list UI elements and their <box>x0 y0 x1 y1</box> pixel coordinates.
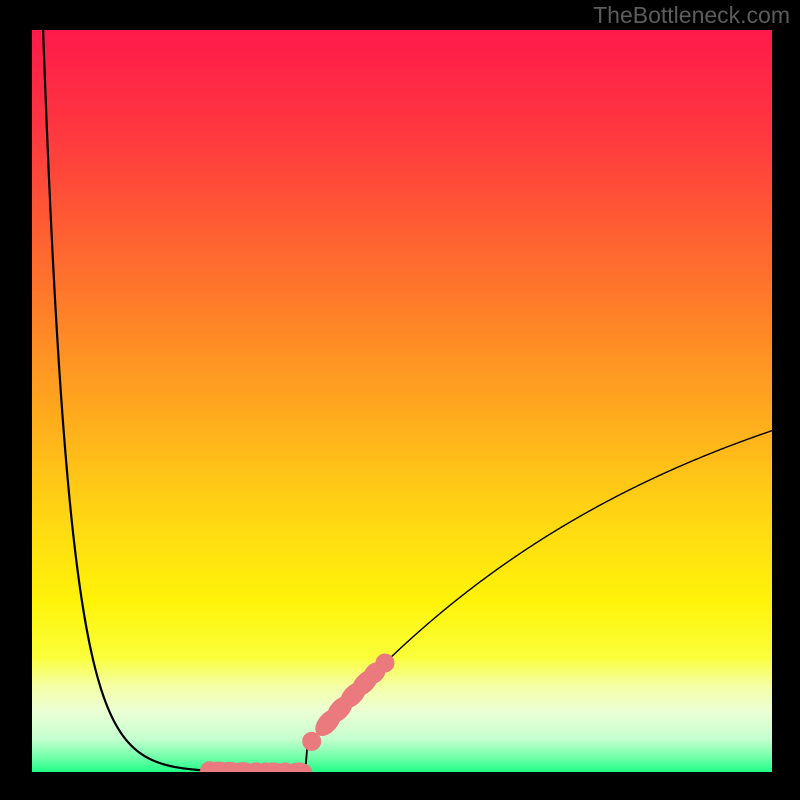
curve-right <box>307 431 772 747</box>
chart-stage: TheBottleneck.com <box>0 0 800 800</box>
plot-area <box>32 30 772 772</box>
curve-layer <box>32 30 772 772</box>
watermark-text: TheBottleneck.com <box>593 2 790 29</box>
curve-left <box>43 30 266 772</box>
